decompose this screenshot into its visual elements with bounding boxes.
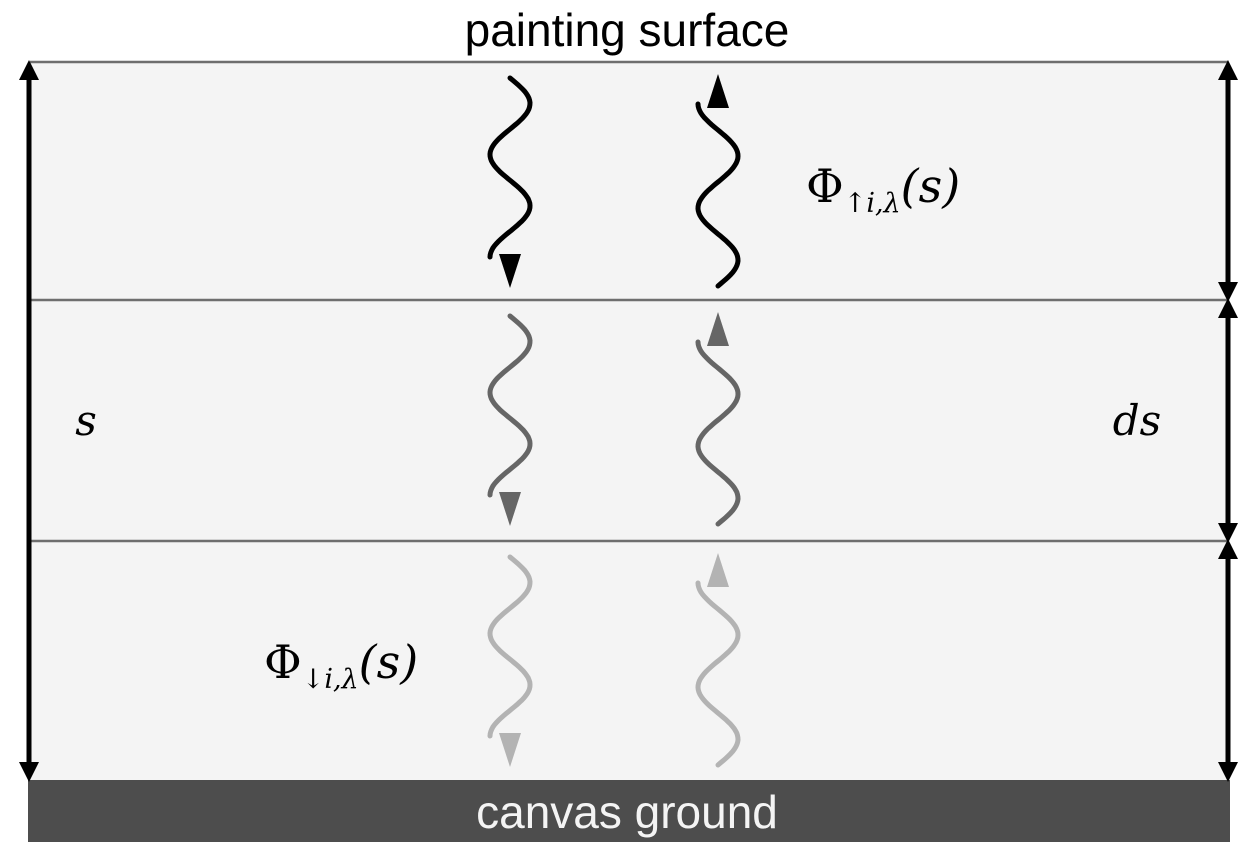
- wavy-arrow-down-icon: [487, 554, 533, 767]
- canvas-ground: [28, 780, 1230, 842]
- flux-up-subscript: ↑i,λ: [844, 188, 901, 219]
- wavy-arrow-down-icon: [487, 75, 533, 288]
- paint-layers: [30, 60, 1228, 780]
- wave-up-middle-layer: [695, 339, 741, 527]
- thickness-label: ds: [1113, 396, 1161, 445]
- flux-waves: [487, 74, 741, 768]
- flux-down-argument: (s): [359, 635, 419, 689]
- wavy-arrow-up-icon: [695, 312, 741, 527]
- painting-surface-label: painting surface: [465, 4, 790, 56]
- flux-down-subscript: ↓i,λ: [302, 664, 359, 695]
- arrowhead-down-top-layer: [499, 254, 521, 288]
- flux-up-argument: (s): [901, 159, 961, 213]
- depth-label: s: [75, 396, 97, 445]
- flux-down-symbol: Φ: [264, 635, 302, 689]
- wave-down-bottom-layer: [487, 554, 533, 739]
- bottom-layer: [30, 541, 1228, 780]
- wave-down-top-layer: [487, 75, 533, 260]
- arrowhead-up-bottom-layer: [707, 553, 729, 587]
- wavy-arrow-down-icon: [487, 313, 533, 526]
- canvas-ground-label: canvas ground: [476, 786, 778, 838]
- arrowhead-up-top-layer: [707, 74, 729, 108]
- arrowhead-down-middle-layer: [499, 492, 521, 526]
- arrowhead-down-bottom-layer: [499, 733, 521, 767]
- top-layer: [30, 62, 1228, 300]
- middle-layer: [30, 300, 1228, 541]
- wave-down-middle-layer: [487, 313, 533, 498]
- arrowhead-up-middle-layer: [707, 312, 729, 346]
- flux-up-symbol: Φ: [806, 159, 844, 213]
- flux-up-label: Φ↑i,λ(s): [806, 159, 960, 219]
- flux-down-label: Φ↓i,λ(s): [264, 635, 418, 695]
- wave-up-bottom-layer: [695, 580, 741, 768]
- wavy-arrow-up-icon: [695, 553, 741, 768]
- wavy-arrow-up-icon: [695, 74, 741, 289]
- wave-up-top-layer: [695, 101, 741, 289]
